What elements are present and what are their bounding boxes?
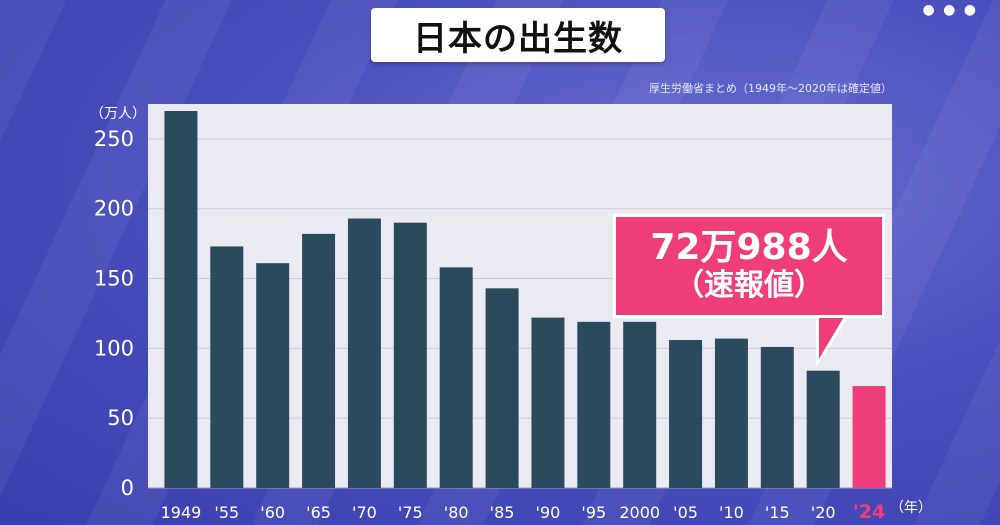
bar — [439, 267, 473, 488]
x-tick-label: '95 — [581, 503, 606, 522]
callout-pointer-fill — [819, 315, 845, 359]
x-tick-label: '60 — [260, 503, 285, 522]
bar — [806, 370, 840, 488]
bars — [164, 110, 886, 489]
x-axis-unit: （年） — [890, 500, 932, 516]
bar — [531, 317, 565, 488]
y-tick-label: 250 — [94, 127, 134, 151]
bar — [210, 246, 244, 488]
x-tick-label: 2000 — [619, 503, 660, 522]
x-tick-label: '65 — [306, 503, 331, 522]
chart-title: 日本の出生数 — [413, 18, 623, 59]
annotation-value: 72万988人 — [650, 227, 848, 268]
y-tick-label: 200 — [94, 197, 134, 221]
annotation-callout: 72万988人 （速報値） — [613, 214, 885, 318]
bar — [577, 321, 611, 488]
bar — [623, 321, 657, 488]
annotation-note: （速報値） — [674, 268, 824, 303]
bar — [347, 218, 381, 488]
y-tick-labels: 0 50 100 150 200 250 — [94, 127, 134, 500]
bar-highlight — [852, 386, 886, 488]
bar — [256, 263, 290, 488]
source-note: 厚生労働省まとめ（1949年～2020年は確定値） — [649, 82, 892, 95]
x-tick-label: '85 — [490, 503, 515, 522]
bar — [760, 346, 794, 488]
x-tick-label: '15 — [765, 503, 790, 522]
bar — [393, 222, 427, 488]
x-tick-label: '70 — [352, 503, 377, 522]
y-tick-label: 50 — [107, 406, 134, 430]
bar — [714, 338, 748, 488]
y-tick-label: 0 — [121, 476, 134, 500]
bar — [302, 233, 336, 488]
x-tick-label: '10 — [719, 503, 744, 522]
x-tick-label: '80 — [444, 503, 469, 522]
bar — [669, 339, 703, 488]
bar — [164, 110, 198, 489]
x-tick-labels: 1949 '55 '60 '65 '70 '75 '80 '85 '90 '95 2000 '05 '1… — [161, 501, 886, 523]
x-tick-label: '20 — [811, 503, 836, 522]
y-axis-unit: （万人） — [90, 106, 146, 122]
y-tick-label: 100 — [94, 336, 134, 360]
y-tick-label: 150 — [94, 267, 134, 291]
x-tick-label: '75 — [398, 503, 423, 522]
x-tick-label: '05 — [673, 503, 698, 522]
x-tick-label: '55 — [214, 503, 239, 522]
bar — [485, 288, 519, 488]
x-tick-label: '24 — [853, 501, 885, 523]
title-panel: 日本の出生数 — [371, 8, 665, 62]
x-tick-label: 1949 — [161, 503, 202, 522]
x-tick-label: '90 — [536, 503, 561, 522]
corner-dots-icon: ● ● ● — [922, 2, 978, 18]
